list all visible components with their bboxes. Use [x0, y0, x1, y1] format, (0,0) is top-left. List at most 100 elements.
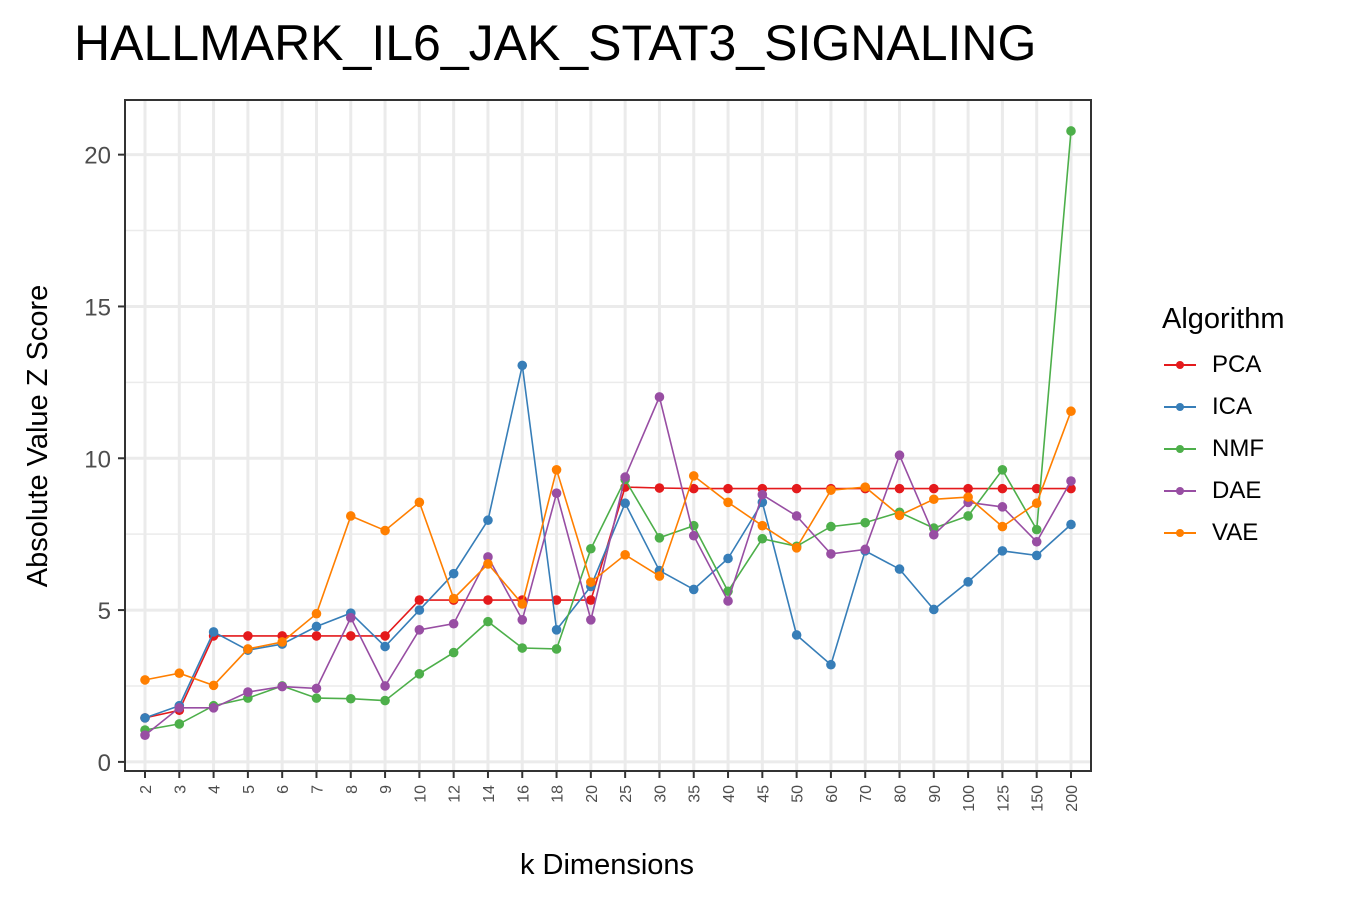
x-tick-label: 60	[824, 785, 841, 803]
data-point-dae	[311, 683, 322, 694]
data-point-ica	[551, 625, 562, 635]
data-point-pca	[688, 483, 699, 494]
data-point-dae	[1066, 476, 1076, 486]
data-point-vae	[791, 543, 802, 553]
data-point-pca	[586, 595, 596, 605]
x-tick-label: 3	[172, 785, 189, 794]
data-point-ica	[311, 621, 322, 632]
x-tick-label: 125	[995, 785, 1012, 812]
data-point-pca	[791, 483, 802, 494]
data-point-ica	[963, 577, 973, 587]
data-point-dae	[517, 614, 528, 625]
series-line-dae	[144, 394, 1072, 736]
legend-item-nmf: NMF	[1162, 428, 1285, 470]
data-point-ica	[723, 553, 733, 564]
data-point-ica	[826, 659, 836, 670]
data-point-pca	[380, 631, 390, 641]
x-tick-label: 70	[858, 785, 875, 803]
legend-label-ica: ICA	[1212, 393, 1253, 420]
data-point-nmf	[860, 517, 871, 528]
legend-key-pca	[1162, 355, 1198, 375]
legend-title: Algorithm	[1162, 303, 1285, 335]
y-tick-label: 20	[84, 143, 111, 170]
data-point-dae	[1031, 536, 1042, 547]
data-point-dae	[757, 489, 768, 500]
data-point-dae	[894, 450, 905, 461]
legend-item-ica: ICA	[1162, 386, 1285, 428]
x-tick-label: 16	[515, 785, 532, 803]
data-point-ica	[791, 630, 802, 640]
legend-key-nmf	[1162, 439, 1198, 459]
legend-key-vae	[1162, 523, 1198, 543]
x-tick-label: 8	[344, 785, 361, 794]
data-point-vae	[243, 644, 253, 654]
x-tick-label: 2	[138, 785, 155, 794]
data-point-dae	[448, 618, 459, 629]
data-point-ica	[448, 568, 459, 579]
x-tick-label: 10	[412, 785, 429, 803]
data-point-dae	[791, 511, 802, 521]
data-point-ica	[517, 360, 528, 371]
chart-title: HALLMARK_IL6_JAK_STAT3_SIGNALING	[74, 15, 1037, 71]
data-point-vae	[140, 675, 150, 685]
data-point-vae	[380, 525, 390, 536]
data-point-pca	[723, 483, 733, 494]
data-point-vae	[208, 680, 219, 691]
data-point-dae	[380, 681, 390, 691]
data-point-pca	[997, 483, 1008, 494]
data-point-nmf	[1066, 126, 1076, 136]
data-point-ica	[997, 546, 1008, 556]
data-point-dae	[654, 392, 665, 402]
data-point-vae	[277, 637, 287, 647]
x-tick-label: 14	[481, 785, 498, 803]
data-point-pca	[1031, 483, 1042, 494]
data-point-vae	[448, 593, 459, 604]
x-tick-label: 18	[550, 785, 567, 803]
data-point-vae	[654, 571, 665, 581]
legend-label-nmf: NMF	[1212, 435, 1264, 462]
data-point-ica	[1066, 519, 1076, 530]
data-point-ica	[380, 641, 390, 652]
data-point-ica	[929, 604, 939, 615]
data-point-nmf	[311, 693, 322, 703]
series-line-nmf	[144, 130, 1072, 731]
data-point-dae	[997, 502, 1008, 512]
data-point-nmf	[414, 669, 425, 679]
data-point-nmf	[1031, 524, 1042, 535]
data-point-vae	[620, 550, 630, 560]
series-vae	[140, 406, 1076, 691]
data-point-vae	[894, 510, 905, 521]
y-tick-label: 5	[98, 598, 111, 625]
data-point-vae	[586, 577, 596, 587]
data-point-vae	[826, 485, 836, 495]
data-point-ica	[688, 584, 699, 595]
data-point-nmf	[826, 521, 836, 532]
y-axis-label: Absolute Value Z Score	[22, 285, 54, 588]
x-tick-label: 100	[961, 785, 978, 812]
data-point-dae	[243, 687, 253, 697]
x-tick-label: 25	[618, 785, 635, 803]
legend-item-pca: PCA	[1162, 344, 1285, 386]
data-point-vae	[517, 599, 528, 609]
data-point-dae	[826, 549, 836, 559]
x-tick-label: 30	[652, 785, 669, 803]
data-point-nmf	[448, 647, 459, 658]
data-point-vae	[929, 494, 939, 505]
legend-dot	[1176, 529, 1184, 537]
data-point-nmf	[963, 511, 973, 521]
x-tick-label: 9	[378, 785, 395, 794]
data-point-nmf	[517, 643, 528, 653]
legend-items: PCA ICA NMF DAE VAE	[1162, 344, 1285, 554]
data-point-pca	[894, 483, 905, 494]
data-point-nmf	[483, 616, 493, 627]
data-point-vae	[551, 465, 562, 475]
data-point-nmf	[174, 719, 185, 729]
x-axis-label: k Dimensions	[520, 849, 694, 881]
data-point-vae	[997, 521, 1008, 532]
data-point-vae	[174, 668, 185, 679]
x-tick-label: 4	[207, 785, 224, 794]
legend-key-dae	[1162, 481, 1198, 501]
data-point-dae	[551, 488, 562, 498]
series-layer	[140, 126, 1076, 740]
x-tick-label: 6	[275, 785, 292, 794]
